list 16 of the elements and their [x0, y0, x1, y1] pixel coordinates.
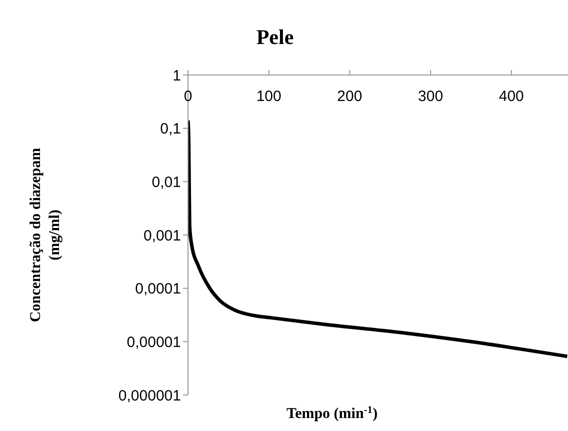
y-tick-label: 0,00001	[126, 334, 181, 351]
y-tick-label: 0,001	[143, 227, 181, 244]
x-tick-label: 400	[498, 88, 524, 105]
x-tick-label: 300	[418, 88, 444, 105]
y-tick-label: 0,01	[152, 174, 181, 191]
y-tick-label: 1	[172, 67, 181, 84]
line-series	[188, 118, 568, 358]
y-tick-label: 0,1	[160, 120, 181, 138]
x-tick-label: 200	[337, 88, 362, 105]
y-tick-label: 0,000001	[118, 387, 181, 404]
chart-title: Pele	[256, 25, 294, 49]
x-tick-label: 100	[256, 88, 282, 105]
y-tick-label: 0,0001	[135, 280, 181, 298]
x-tick-label: 0	[184, 88, 192, 105]
y-axis-title: Concentração do diazepam (mg/ml)	[28, 147, 63, 322]
x-axis-title: Tempo (min$^{-1}$)	[286, 404, 378, 422]
